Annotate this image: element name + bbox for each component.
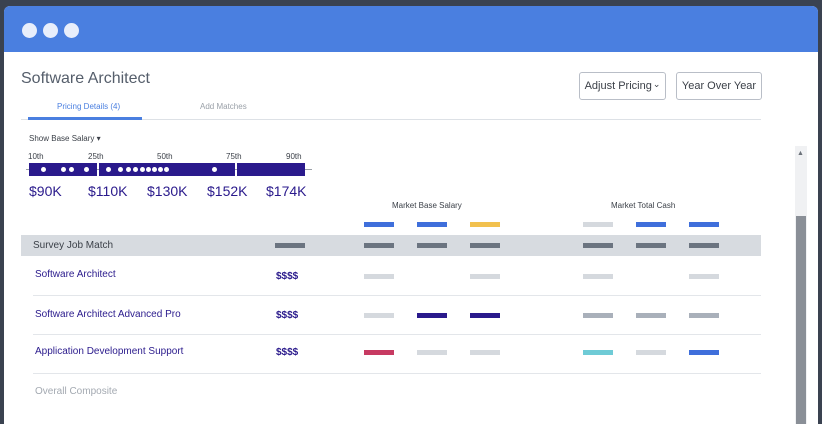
row-mark [470, 313, 500, 318]
row-mark [583, 350, 613, 355]
percentile-label: 10th [28, 152, 44, 161]
row-mark [583, 274, 613, 279]
salary-value: $130K [147, 183, 188, 199]
header-mark [636, 243, 666, 248]
header-mark [470, 243, 500, 248]
show-base-salary-dropdown[interactable]: Show Base Salary ▾ [29, 134, 101, 143]
row-divider [33, 373, 761, 374]
percentile-label: 25th [88, 152, 104, 161]
salary-value: $152K [207, 183, 248, 199]
data-point-dot [61, 167, 66, 172]
year-over-year-button[interactable]: Year Over Year [676, 72, 762, 100]
window-dot-maximize[interactable] [64, 23, 79, 38]
data-point-dot [69, 167, 74, 172]
header-mark [417, 243, 447, 248]
data-point-dot [146, 167, 151, 172]
header-mark [689, 243, 719, 248]
row-mark [689, 274, 719, 279]
header-mark [275, 243, 305, 248]
row-divider [33, 295, 761, 296]
header-mark [364, 243, 394, 248]
market-base-salary-label: Market Base Salary [392, 201, 462, 210]
data-point-dot [106, 167, 111, 172]
title-bar [4, 6, 818, 52]
scrollbar-thumb[interactable] [796, 216, 806, 424]
active-tab-indicator [28, 117, 142, 120]
data-point-dot [158, 167, 163, 172]
range-segment [237, 163, 305, 176]
job-link-application-development-support[interactable]: Application Development Support [35, 346, 184, 357]
data-point-dot [126, 167, 131, 172]
data-point-dot [133, 167, 138, 172]
app-window: Software Architect Adjust Pricing ⌄ Year… [4, 6, 818, 424]
survey-job-match-header: Survey Job Match [33, 240, 114, 251]
row-mark [364, 350, 394, 355]
row-mark [470, 274, 500, 279]
legend-mark [470, 222, 500, 227]
data-point-dot [41, 167, 46, 172]
job-link-software-architect[interactable]: Software Architect [35, 269, 116, 280]
show-base-salary-label: Show Base Salary [29, 134, 95, 143]
data-point-dot [118, 167, 123, 172]
caret-down-icon: ▾ [96, 134, 101, 143]
row-divider [33, 334, 761, 335]
price-level: $$$$ [276, 347, 299, 358]
header-mark [583, 243, 613, 248]
legend-mark [417, 222, 447, 227]
adjust-pricing-label: Adjust Pricing [584, 80, 652, 92]
row-mark [636, 350, 666, 355]
salary-value: $90K [29, 183, 62, 199]
row-mark [417, 313, 447, 318]
percentile-label: 75th [226, 152, 242, 161]
percentile-label: 50th [157, 152, 173, 161]
percentile-label: 90th [286, 152, 302, 161]
row-mark [636, 313, 666, 318]
row-mark [364, 274, 394, 279]
window-dot-close[interactable] [22, 23, 37, 38]
price-level: $$$$ [276, 271, 299, 282]
tab-add-matches[interactable]: Add Matches [200, 102, 247, 111]
window-dot-minimize[interactable] [43, 23, 58, 38]
row-mark [470, 350, 500, 355]
job-link-software-architect-advanced-pro[interactable]: Software Architect Advanced Pro [35, 309, 181, 320]
legend-mark [636, 222, 666, 227]
data-point-dot [84, 167, 89, 172]
page-title: Software Architect [21, 70, 150, 87]
row-mark [689, 313, 719, 318]
overall-composite-label: Overall Composite [35, 386, 118, 397]
row-mark [417, 350, 447, 355]
chevron-down-icon: ⌄ [652, 78, 661, 89]
data-point-dot [212, 167, 217, 172]
row-mark [364, 313, 394, 318]
data-point-dot [152, 167, 157, 172]
legend-mark [689, 222, 719, 227]
row-mark [583, 313, 613, 318]
adjust-pricing-button[interactable]: Adjust Pricing ⌄ [579, 72, 666, 100]
scroll-up-arrow-icon[interactable]: ▲ [797, 150, 804, 157]
legend-mark [583, 222, 613, 227]
row-mark [689, 350, 719, 355]
data-point-dot [164, 167, 169, 172]
price-level: $$$$ [276, 310, 299, 321]
market-total-cash-label: Market Total Cash [611, 201, 676, 210]
salary-value: $110K [88, 183, 128, 199]
data-point-dot [140, 167, 145, 172]
salary-value: $174K [266, 183, 307, 199]
tab-pricing-details[interactable]: Pricing Details (4) [57, 102, 121, 111]
tab-divider [21, 119, 761, 120]
legend-mark [364, 222, 394, 227]
